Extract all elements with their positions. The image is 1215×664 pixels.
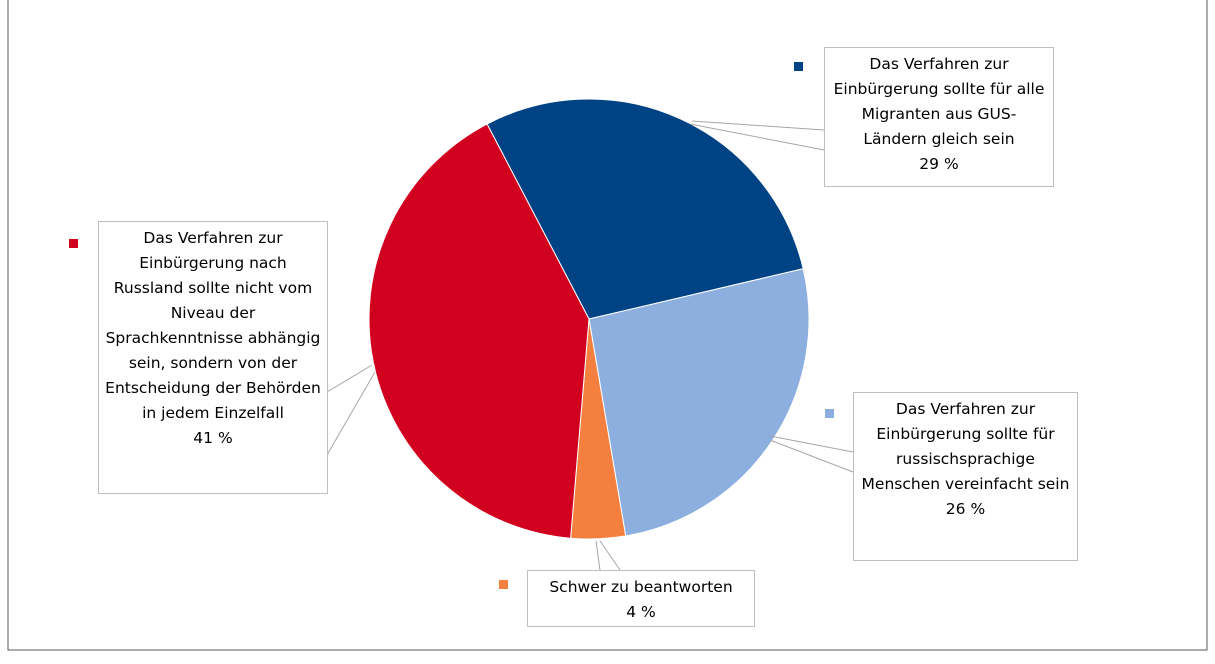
leader-line <box>689 123 825 151</box>
leader-line <box>326 371 376 456</box>
data-label: Das Verfahren zur Einbürgerung sollte fü… <box>853 392 1078 561</box>
legend-marker <box>794 62 803 71</box>
frame <box>7 0 1208 651</box>
leader-line <box>595 540 601 571</box>
value-label: 26 % <box>945 500 986 518</box>
leader-line <box>326 364 373 393</box>
pie-slice <box>486 98 804 320</box>
category-label: Das Verfahren zur Einbürgerung sollte fü… <box>833 55 1045 148</box>
category-label: Das Verfahren zur Einbürgerung sollte fü… <box>861 400 1070 493</box>
value-label: 29 % <box>919 155 959 173</box>
value-label: 41 % <box>193 429 233 447</box>
leader-line <box>691 120 825 131</box>
pie-slice <box>368 123 590 539</box>
data-label: Schwer zu beantworten 4 % <box>527 570 755 627</box>
category-label: Schwer zu beantworten <box>549 578 733 596</box>
category-label: Das Verfahren zur Einbürgerung nach Russ… <box>105 229 321 422</box>
leader-line <box>599 540 621 571</box>
value-label: 4 % <box>626 603 656 621</box>
data-label: Das Verfahren zur Einbürgerung nach Russ… <box>98 221 328 494</box>
legend-marker <box>825 409 834 418</box>
legend-marker <box>499 580 508 589</box>
data-label: Das Verfahren zur Einbürgerung sollte fü… <box>824 47 1054 187</box>
leader-line <box>769 439 854 473</box>
legend-marker <box>69 239 78 248</box>
leader-line <box>769 435 854 453</box>
